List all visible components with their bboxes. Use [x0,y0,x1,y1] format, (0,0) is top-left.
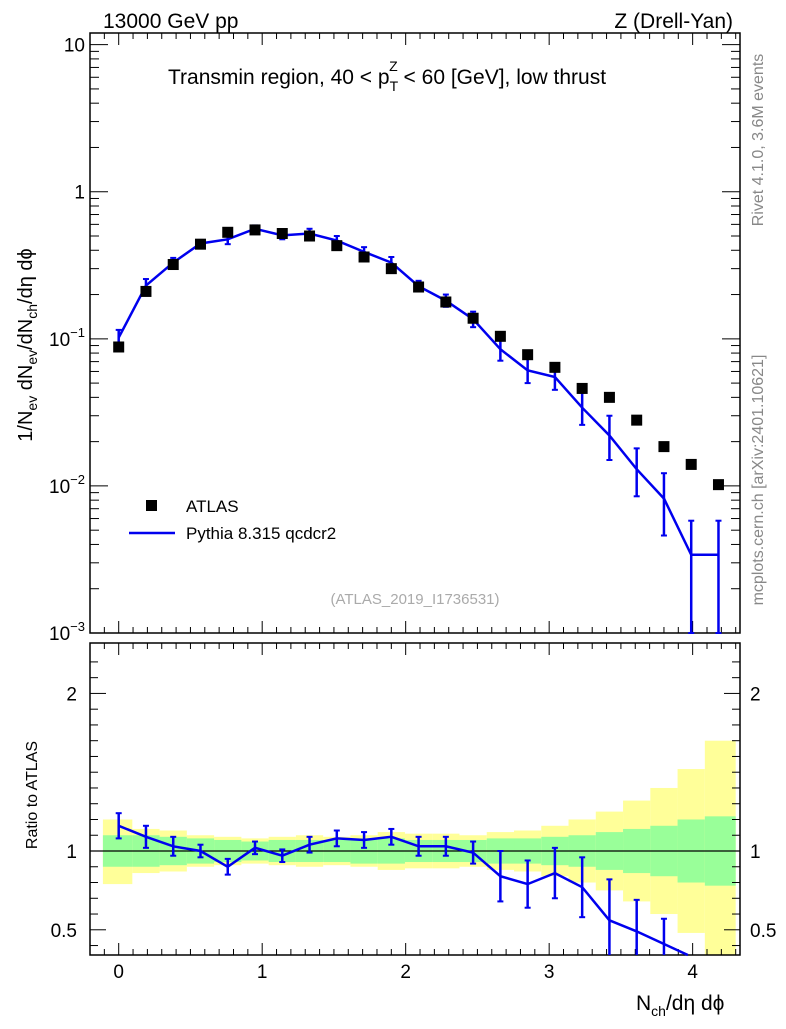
atlas-marker [494,330,506,342]
header-right: Z (Drell-Yan) [614,10,733,33]
atlas-marker [413,281,425,293]
legend: ATLAS Pythia 8.315 qcdcr2 [129,497,336,543]
ratio-y-label: Ratio to ATLAS [24,741,41,849]
y-tick-label: 10−1 [49,325,85,351]
atlas-marker [194,238,206,250]
x-tick-label: 3 [544,962,555,983]
y-tick-label-mantissa: 10 [49,330,70,351]
ratio-y-tick-label: 0.5 [51,921,77,942]
y-tick-label-exponent: −3 [70,619,85,634]
atlas-marker [140,285,152,297]
atlas-marker [603,391,615,403]
main-frame [89,32,741,634]
y-tick-label-mantissa: 10 [49,624,70,645]
atlas-marker [522,349,534,361]
atlas-marker [549,361,561,373]
main-y-label: 1/Nev dNev/dNch/dη dϕ [15,248,40,441]
atlas-marker [304,230,316,242]
atlas-marker [331,240,343,252]
ratio-y-tick-label-right: 0.5 [750,921,776,942]
y-tick-label-exponent: −1 [70,325,85,340]
ratio-y-tick-label-right: 2 [750,684,761,705]
atlas-marker [712,479,724,491]
atlas-marker [658,441,670,453]
legend-atlas-marker [146,500,157,511]
legend-pythia-label: Pythia 8.315 qcdcr2 [186,524,336,543]
ratio-panel: Ratio to ATLAS Nch/dη dϕ 0 1 2 3 4 0.5 0.5 1 1 2 2 [24,642,776,1019]
ratio-line [118,824,689,957]
atlas-marker [249,224,261,236]
y-tick-label: 10 [64,36,85,57]
y-tick-label: 1 [74,183,85,204]
atlas-marker [440,296,452,308]
atlas-marker [222,226,234,238]
atlas-marker [631,414,643,426]
main-title: Transmin region, 40 < pTZ < 60 [GeV], lo… [168,58,606,94]
atlas-marker [113,341,125,353]
atlas-marker [276,228,288,240]
main-panel: Transmin region, 40 < pTZ < 60 [GeV], lo… [15,32,741,645]
y-tick-label: 10−3 [49,619,85,645]
ratio-y-tick-label: 1 [66,842,77,863]
header-left: 13000 GeV pp [103,10,238,33]
rivet-label: Rivet 4.1.0, 3.6M events [750,54,767,227]
y-tick-label-mantissa: 10 [64,36,85,57]
mcplots-label: mcplots.cern.ch [arXiv:2401.10621] [750,355,767,606]
x-tick-label: 1 [257,962,268,983]
legend-atlas-label: ATLAS [186,497,239,516]
atlas-marker [167,259,179,271]
y-tick-label-mantissa: 10 [49,477,70,498]
atlas-marker [576,382,588,394]
atlas-marker [685,458,697,470]
x-tick-label: 0 [113,962,124,983]
y-tick-label-mantissa: 1 [74,183,85,204]
watermark: (ATLAS_2019_I1736531) [330,591,499,608]
x-tick-label: 4 [687,962,698,983]
atlas-marker [358,251,370,263]
atlas-marker [467,312,479,324]
y-tick-label: 10−2 [49,472,85,498]
ratio-y-tick-label-right: 1 [750,842,761,863]
x-tick-label: 2 [400,962,411,983]
atlas-marker [385,263,397,275]
y-tick-label-exponent: −2 [70,472,85,487]
ratio-frame [89,642,741,956]
x-axis-label: Nch/dη dϕ [636,992,724,1019]
ratio-y-tick-label: 2 [66,684,77,705]
